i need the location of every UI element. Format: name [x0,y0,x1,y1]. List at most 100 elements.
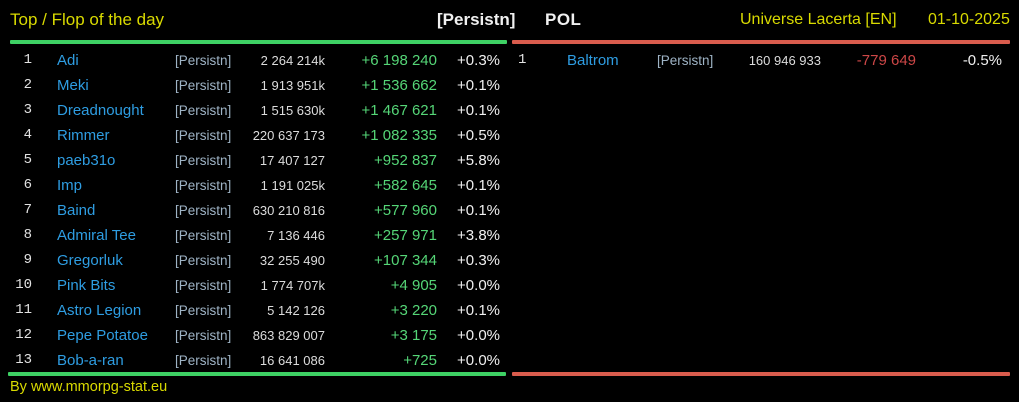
table-row: 3 Dreadnought [Persistn] 1 515 630k +1 4… [0,98,510,123]
score-cell: 32 255 490 [259,253,325,268]
score-cell: 2 264 214k [260,53,325,68]
percent-cell: +0.1% [457,102,500,119]
player-name-link[interactable]: Meki [57,77,89,94]
player-name-link[interactable]: Gregorluk [57,252,123,269]
rank-cell: 6 [23,177,32,193]
change-cell: +4 905 [390,277,437,294]
flop-list: 1 Baltrom [Persistn] 160 946 933 -779 64… [510,48,1019,73]
rank-cell: 1 [23,52,32,68]
alliance-tag-cell: [Persistn] [175,278,232,293]
player-name-link[interactable]: Baltrom [567,52,619,69]
percent-cell: +0.1% [457,177,500,194]
change-cell: +1 082 335 [361,127,438,144]
table-row: 5 paeb31o [Persistn] 17 407 127 +952 837… [0,148,510,173]
credit-link[interactable]: By www.mmorpg-stat.eu [10,379,168,395]
score-cell: 1 913 951k [260,78,325,93]
score-cell: 220 637 173 [252,128,325,143]
alliance-tag-cell: [Persistn] [175,103,232,118]
change-cell: +3 220 [390,302,437,319]
alliance-tag-cell: [Persistn] [175,203,232,218]
top-list: 1 Adi [Persistn] 2 264 214k +6 198 240 +… [0,48,510,373]
change-cell: +107 344 [374,252,437,269]
percent-cell: +0.0% [457,327,500,344]
table-row: 9 Gregorluk [Persistn] 32 255 490 +107 3… [0,248,510,273]
alliance-tag-cell: [Persistn] [175,303,232,318]
rank-cell: 8 [23,227,32,243]
rank-cell: 11 [15,302,32,318]
change-cell: +3 175 [390,327,437,344]
page-title: Top / Flop of the day [10,10,165,29]
alliance-tag-cell: [Persistn] [175,78,232,93]
player-name-link[interactable]: Baind [57,202,96,219]
alliance-tag-cell: [Persistn] [175,153,232,168]
table-row: 1 Adi [Persistn] 2 264 214k +6 198 240 +… [0,48,510,73]
alliance-tag-cell: [Persistn] [657,53,714,68]
change-cell: +582 645 [374,177,437,194]
player-name-link[interactable]: Rimmer [57,127,110,144]
change-cell: +1 536 662 [361,77,438,94]
percent-cell: +0.5% [457,127,500,144]
player-name-link[interactable]: Bob-a-ran [57,352,124,369]
rank-cell: 12 [15,327,32,343]
country-label: POL [545,10,582,29]
percent-cell: +0.0% [457,352,500,369]
change-cell: +257 971 [374,227,437,244]
percent-cell: -0.5% [962,52,1002,69]
change-cell: +725 [403,352,437,369]
score-cell: 7 136 446 [267,228,325,243]
player-name-link[interactable]: Adi [57,52,79,69]
alliance-tag-cell: [Persistn] [175,128,232,143]
rank-cell: 10 [15,277,32,293]
percent-cell: +5.8% [457,152,500,169]
date-label: 01-10-2025 [928,11,1010,28]
player-name-link[interactable]: Pepe Potatoe [57,327,148,344]
player-name-link[interactable]: Astro Legion [57,302,142,319]
score-cell: 160 946 933 [748,53,821,68]
percent-cell: +0.1% [457,202,500,219]
table-row: 1 Baltrom [Persistn] 160 946 933 -779 64… [510,48,1019,73]
score-cell: 1 515 630k [260,103,325,118]
table-row: 2 Meki [Persistn] 1 913 951k +1 536 662 … [0,73,510,98]
score-cell: 630 210 816 [252,203,325,218]
table-row: 10 Pink Bits [Persistn] 1 774 707k +4 90… [0,273,510,298]
player-name-link[interactable]: Imp [57,177,83,194]
player-name-link[interactable]: Pink Bits [57,277,116,294]
player-name-link[interactable]: Dreadnought [57,102,144,119]
table-row: 12 Pepe Potatoe [Persistn] 863 829 007 +… [0,323,510,348]
rank-cell: 7 [23,202,32,218]
percent-cell: +0.1% [457,302,500,319]
alliance-tag-cell: [Persistn] [175,178,232,193]
score-cell: 1 191 025k [260,178,325,193]
top-list-bottom-rule [8,372,506,376]
alliance-tag-cell: [Persistn] [175,328,232,343]
score-cell: 17 407 127 [259,153,325,168]
score-cell: 863 829 007 [252,328,325,343]
alliance-tag-cell: [Persistn] [175,253,232,268]
flop-list-header-rule [512,40,1010,44]
top-list-header-rule [10,40,507,44]
rank-cell: 2 [23,77,32,93]
percent-cell: +0.1% [457,77,500,94]
rank-cell: 13 [15,352,32,368]
table-row: 7 Baind [Persistn] 630 210 816 +577 960 … [0,198,510,223]
alliance-tag-header: [Persistn] [437,10,516,29]
table-row: 13 Bob-a-ran [Persistn] 16 641 086 +725 … [0,348,510,373]
player-name-link[interactable]: paeb31o [57,152,116,169]
table-row: 8 Admiral Tee [Persistn] 7 136 446 +257 … [0,223,510,248]
percent-cell: +0.3% [457,252,500,269]
alliance-tag-cell: [Persistn] [175,53,232,68]
player-name-link[interactable]: Admiral Tee [57,227,136,244]
change-cell: +952 837 [374,152,437,169]
rank-cell: 3 [23,102,32,118]
table-row: 11 Astro Legion [Persistn] 5 142 126 +3 … [0,298,510,323]
percent-cell: +0.0% [457,277,500,294]
alliance-tag-cell: [Persistn] [175,353,232,368]
score-cell: 1 774 707k [260,278,325,293]
change-cell: -779 649 [856,52,916,69]
table-row: 4 Rimmer [Persistn] 220 637 173 +1 082 3… [0,123,510,148]
percent-cell: +0.3% [457,52,500,69]
flop-list-bottom-rule [512,372,1010,376]
change-cell: +6 198 240 [361,52,438,69]
header: Top / Flop of the day [Persistn] POL Uni… [0,0,1019,40]
